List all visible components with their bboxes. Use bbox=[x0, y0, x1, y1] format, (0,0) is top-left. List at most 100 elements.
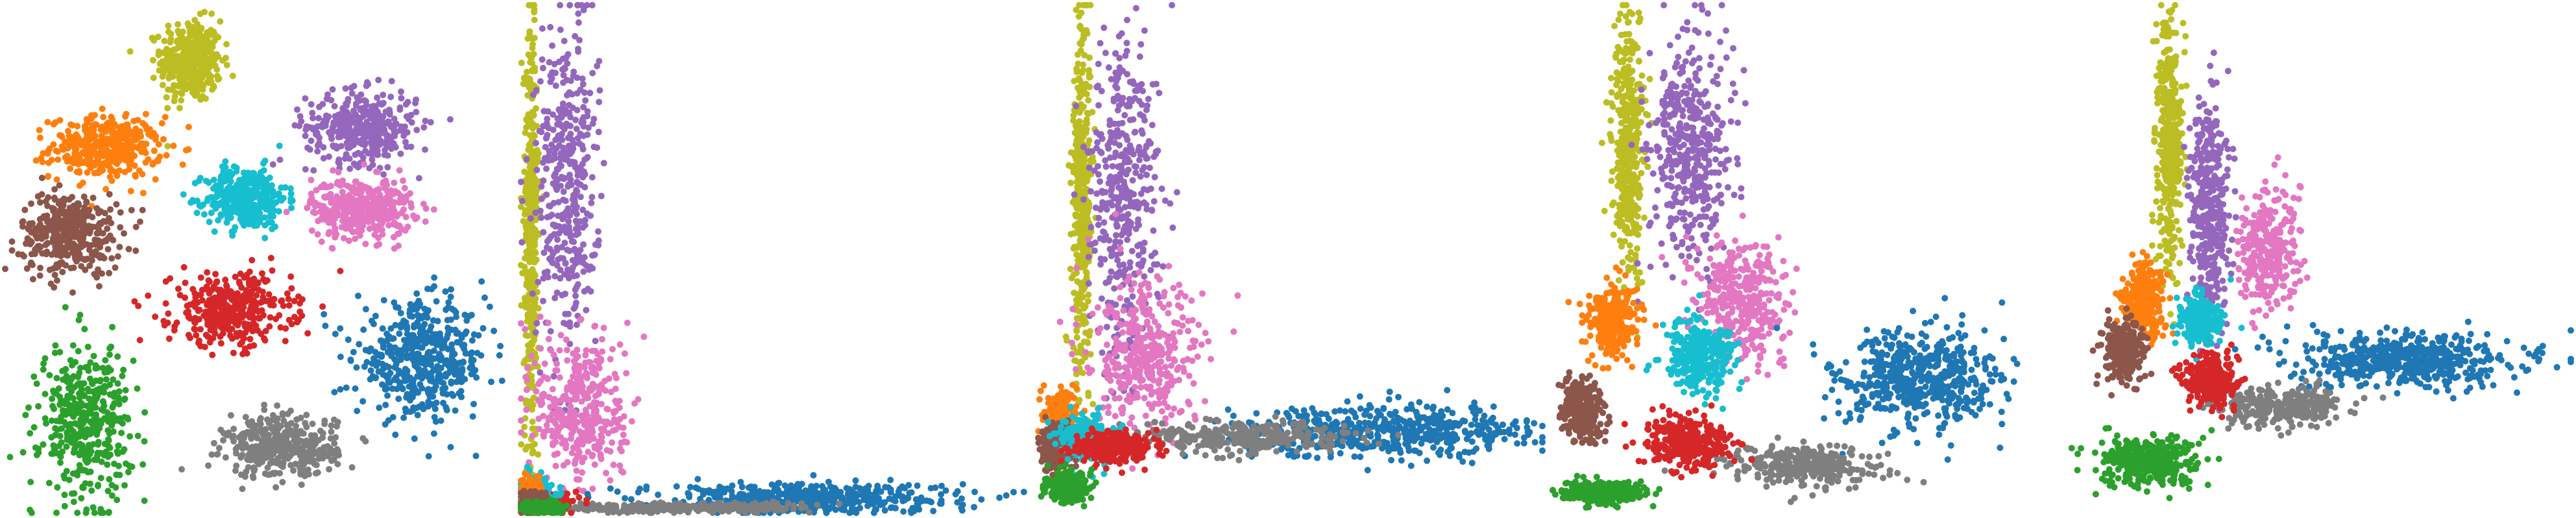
scatter-point bbox=[272, 223, 278, 230]
scatter-point bbox=[577, 247, 584, 253]
scatter-point bbox=[404, 354, 411, 362]
scatter-point bbox=[533, 147, 541, 154]
scatter-point bbox=[8, 247, 16, 254]
scatter-point bbox=[287, 190, 295, 197]
scatter-point bbox=[430, 430, 437, 437]
scatter-point bbox=[110, 402, 117, 410]
scatter-point bbox=[432, 383, 439, 390]
scatter-point bbox=[548, 142, 555, 148]
scatter-point bbox=[342, 85, 349, 92]
scatter-point bbox=[62, 197, 69, 204]
scatter-point bbox=[159, 82, 166, 88]
scatter-point bbox=[56, 401, 64, 408]
scatter-point bbox=[530, 122, 537, 129]
scatter-point bbox=[190, 62, 197, 69]
scatter-point bbox=[110, 428, 117, 435]
scatter-point bbox=[592, 338, 599, 345]
scatter-point bbox=[329, 86, 336, 93]
scatter-point bbox=[30, 373, 38, 380]
scatter-point bbox=[574, 281, 581, 288]
scatter-point bbox=[365, 150, 372, 157]
scatter-point bbox=[136, 218, 143, 225]
scatter-point bbox=[132, 171, 139, 179]
scatter-point bbox=[448, 341, 456, 348]
scatter-point bbox=[266, 323, 273, 330]
scatter-point bbox=[211, 56, 218, 64]
scatter-point bbox=[28, 261, 35, 268]
scatter-point bbox=[444, 325, 452, 332]
scatter-point bbox=[553, 289, 561, 296]
scatter-point bbox=[576, 253, 583, 260]
scatter-point bbox=[380, 119, 386, 126]
scatter-point bbox=[122, 387, 129, 394]
scatter-point bbox=[127, 433, 134, 440]
scatter-point bbox=[447, 316, 454, 323]
scatter-point bbox=[247, 336, 254, 343]
scatter-point bbox=[83, 402, 90, 410]
scatter-point bbox=[585, 286, 592, 293]
scatter-point bbox=[463, 317, 470, 324]
scatter-point bbox=[343, 108, 350, 116]
scatter-point bbox=[59, 269, 66, 275]
scatter-point bbox=[547, 23, 554, 31]
scatter-point bbox=[79, 229, 86, 236]
scatter-point bbox=[293, 423, 300, 430]
scatter-point bbox=[315, 217, 322, 225]
scatter-point bbox=[205, 462, 212, 469]
scatter-point bbox=[422, 117, 429, 125]
scatter-point bbox=[99, 364, 106, 371]
scatter-point bbox=[69, 395, 77, 402]
scatter-point bbox=[397, 310, 404, 317]
scatter-point bbox=[80, 193, 88, 200]
scatter-point bbox=[385, 378, 392, 385]
scatter-point bbox=[552, 295, 559, 302]
scatter-point bbox=[179, 161, 186, 168]
scatter-point bbox=[353, 128, 360, 135]
scatter-point bbox=[572, 116, 579, 123]
scatter-point bbox=[121, 230, 127, 237]
scatter-point bbox=[158, 119, 165, 127]
scatter-point bbox=[400, 336, 407, 343]
scatter-point bbox=[624, 319, 631, 327]
scatter-point bbox=[265, 219, 272, 227]
scatter-point bbox=[396, 104, 404, 111]
scatter-point bbox=[589, 120, 596, 127]
scatter-point bbox=[537, 314, 544, 320]
scatter-point bbox=[317, 208, 324, 215]
scatter-point bbox=[448, 347, 456, 353]
series-c9 bbox=[180, 142, 296, 241]
scatter-point bbox=[389, 350, 395, 357]
scatter-point bbox=[89, 149, 96, 156]
scatter-point bbox=[395, 367, 402, 375]
scatter-point bbox=[362, 306, 369, 313]
scatter-point bbox=[547, 72, 554, 79]
scatter-point bbox=[326, 465, 333, 473]
scatter-point bbox=[112, 415, 119, 422]
scatter-point bbox=[267, 460, 274, 467]
scatter-point bbox=[234, 322, 241, 329]
scatter-point bbox=[546, 203, 553, 210]
scatter-point bbox=[112, 264, 119, 271]
scatter-point bbox=[79, 451, 86, 458]
scatter-point bbox=[125, 415, 132, 423]
scatter-point bbox=[277, 324, 284, 331]
scatter-point bbox=[227, 332, 234, 339]
scatter-point bbox=[48, 156, 55, 164]
scatter-point bbox=[215, 217, 222, 224]
scatter-point bbox=[316, 447, 323, 454]
scatter-point bbox=[73, 410, 80, 417]
scatter-point bbox=[280, 417, 287, 425]
scatter-point bbox=[262, 278, 269, 285]
scatter-point bbox=[263, 449, 271, 456]
scatter-point bbox=[530, 111, 537, 118]
scatter-point bbox=[415, 175, 422, 182]
scatter-point bbox=[573, 272, 580, 279]
scatter-point bbox=[395, 395, 402, 402]
scatter-point bbox=[315, 455, 322, 462]
scatter-point bbox=[518, 441, 525, 448]
scatter-point bbox=[114, 380, 121, 387]
scatter-point bbox=[359, 154, 367, 161]
scatter-point bbox=[557, 182, 564, 190]
scatter-point bbox=[209, 351, 216, 358]
scatter-point bbox=[431, 405, 439, 412]
